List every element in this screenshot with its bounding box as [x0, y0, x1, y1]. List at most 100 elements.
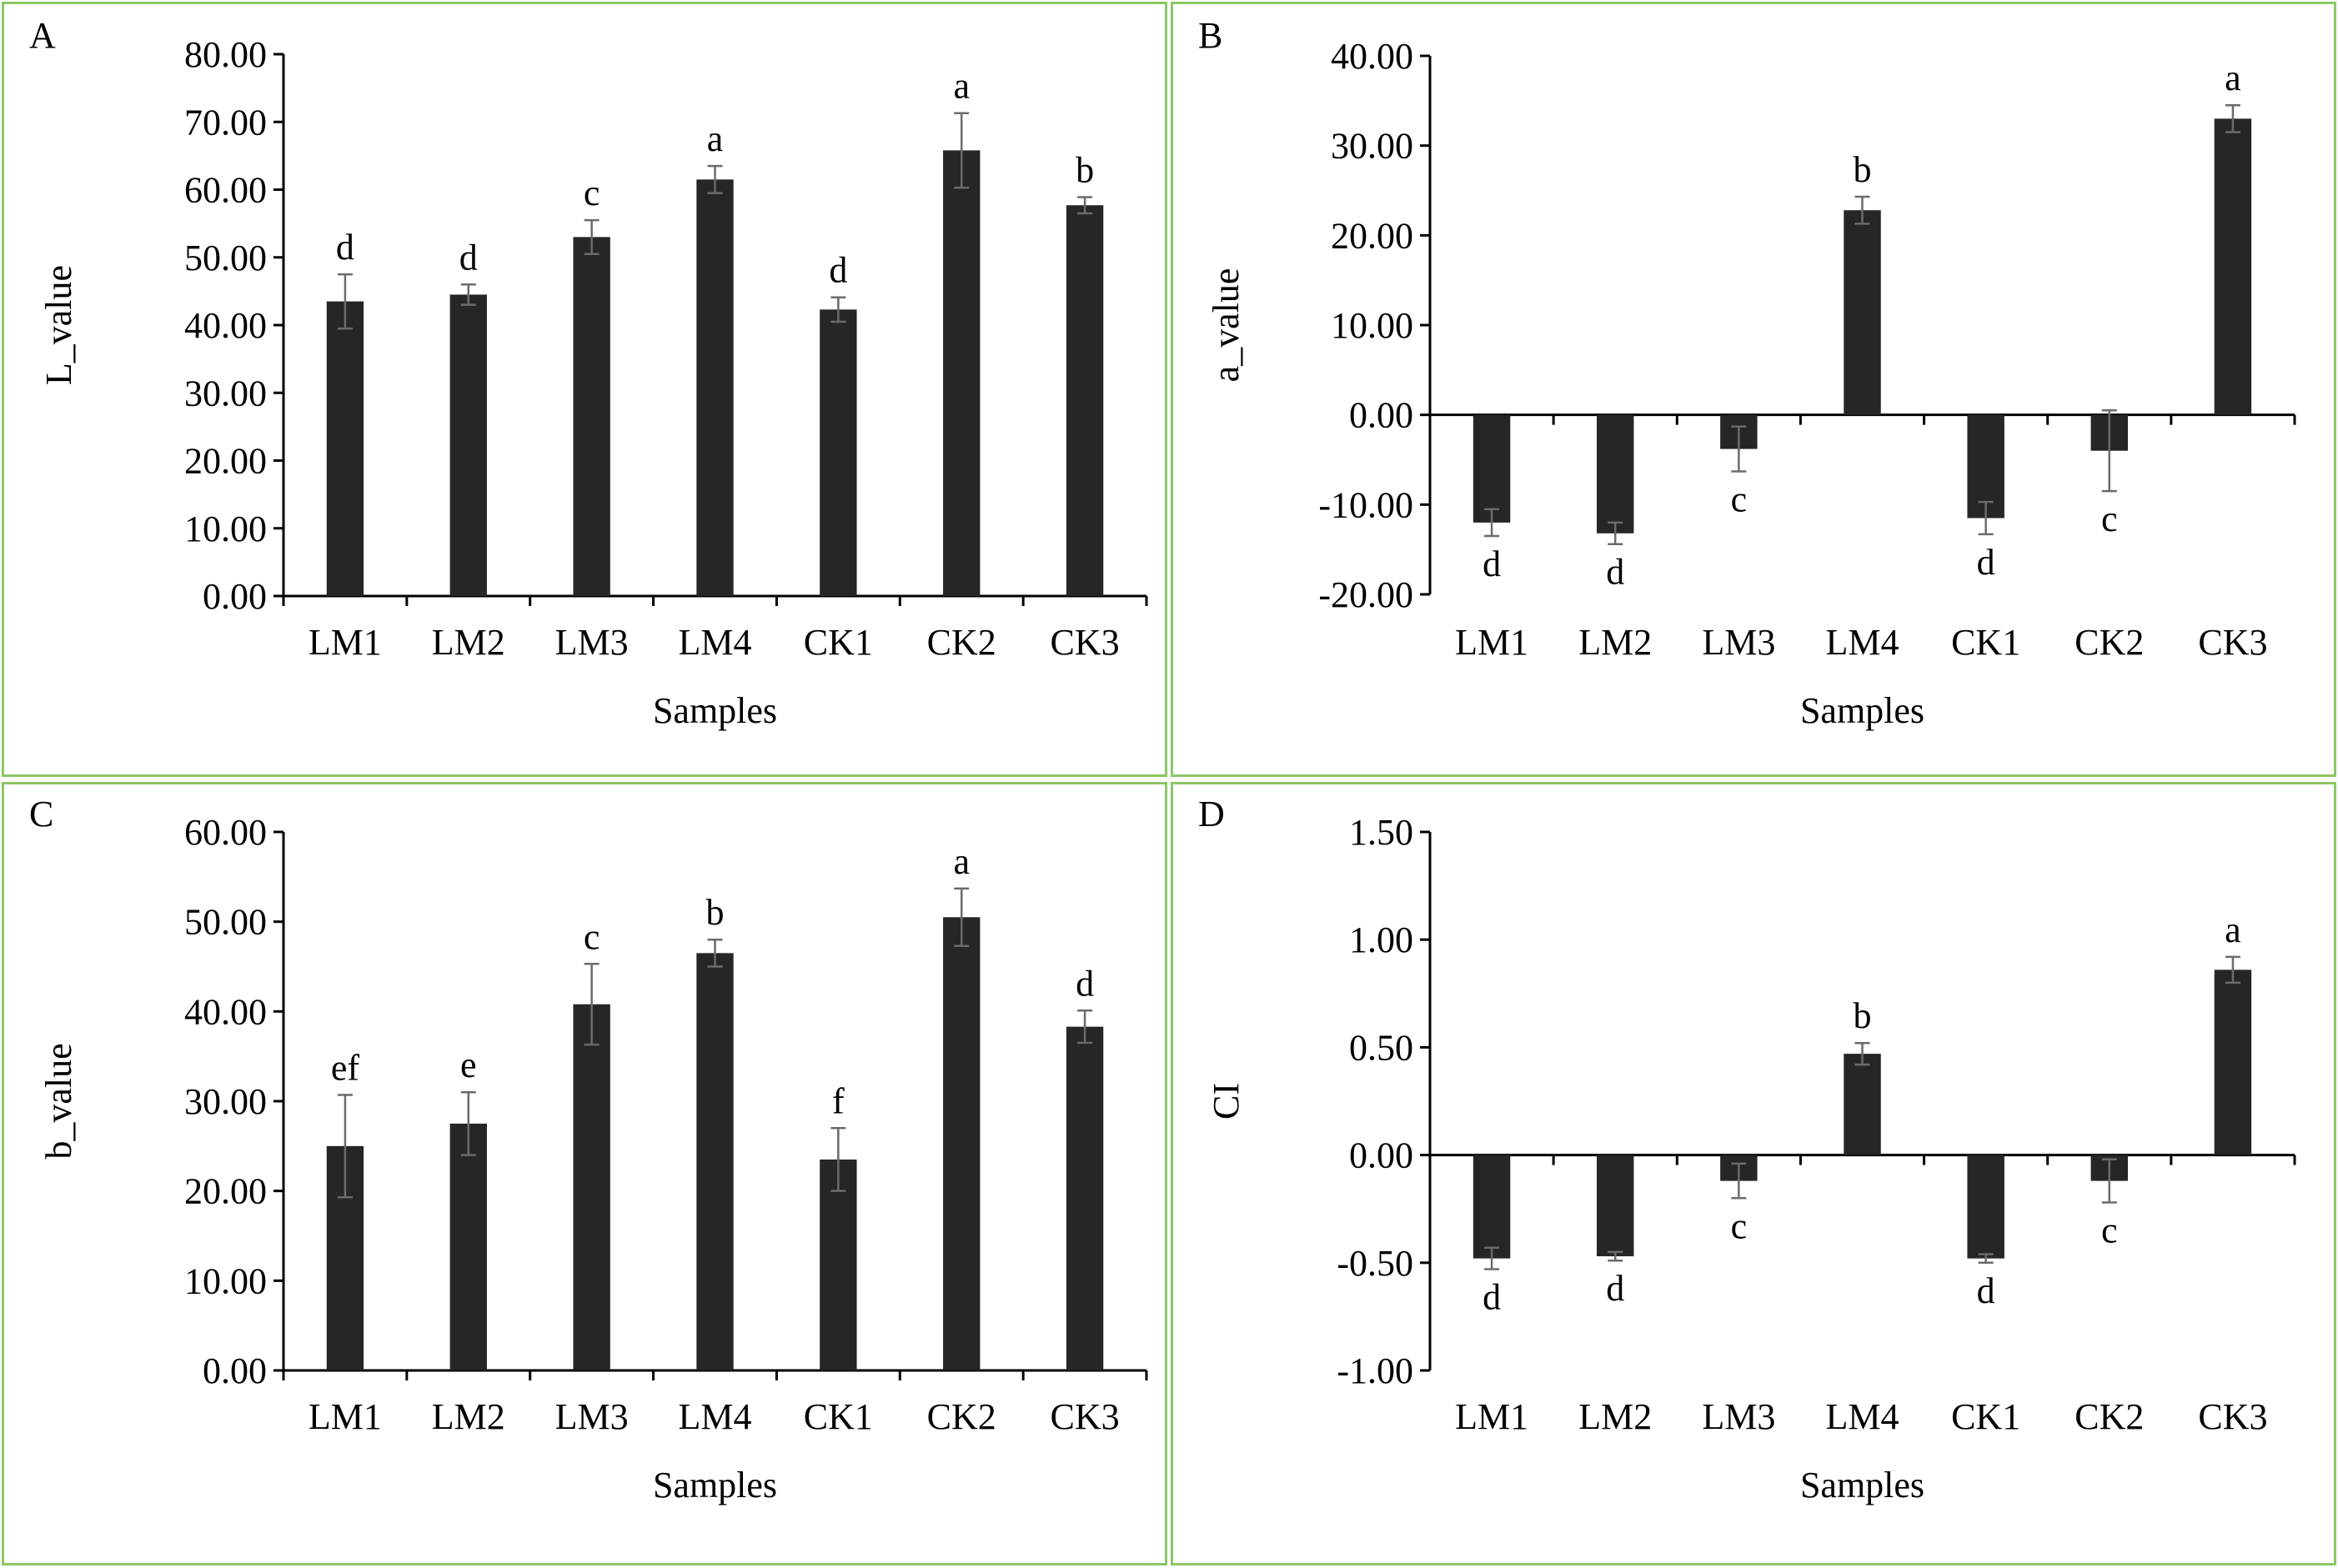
bar-ck2	[943, 917, 981, 1370]
y-axis-title: CI	[1206, 1083, 1247, 1120]
bar-lm4	[696, 179, 734, 596]
x-axis-title: Samples	[1800, 1465, 1924, 1505]
significance-letter: a	[707, 118, 724, 159]
bar-lm3	[573, 237, 610, 596]
bar-lm1	[1473, 1155, 1511, 1259]
bar-lm2	[1596, 414, 1634, 534]
x-tick-label: CK3	[2198, 1396, 2267, 1437]
x-tick-label: LM4	[679, 1396, 752, 1437]
significance-letter: d	[1606, 552, 1624, 593]
y-tick-label: 60.00	[184, 170, 267, 211]
bar-ck3	[2214, 118, 2252, 415]
x-tick-label: CK1	[1951, 622, 2020, 663]
y-tick-label: -0.50	[1337, 1243, 1413, 1284]
significance-letter: d	[829, 250, 847, 291]
chart-panel-a: A 0.00 10.00 20.00 30.00 40.00 50.00 60.00 70.00…	[2, 2, 1167, 777]
x-tick-label: CK2	[927, 622, 996, 663]
bar-ck1	[820, 309, 857, 596]
x-tick-label: LM3	[1702, 1396, 1775, 1437]
y-axis-title: L_value	[38, 265, 79, 385]
x-tick-label: LM2	[432, 1396, 505, 1437]
y-tick-label: 0.00	[203, 576, 267, 617]
y-tick-label: 80.00	[184, 34, 267, 75]
y-tick-label: 20.00	[184, 1171, 267, 1212]
x-tick-label: CK2	[927, 1396, 996, 1437]
y-axis-title: a_value	[1206, 268, 1247, 383]
y-tick-label: 60.00	[184, 812, 267, 853]
significance-letter: c	[2101, 1210, 2118, 1250]
significance-letter: c	[1731, 478, 1748, 519]
bar-lm4	[1844, 1054, 1881, 1155]
significance-letter: a	[953, 66, 970, 107]
bar-ck2	[943, 150, 981, 596]
chart-panel-d: D -1.00 -0.50 0.00 0.50 1.00 1.50 d LM1 d LM2 c LM3 b…	[1171, 782, 2336, 1565]
significance-letter: b	[1076, 149, 1094, 190]
significance-letter: b	[1854, 995, 1872, 1036]
x-tick-label: LM3	[1702, 622, 1775, 663]
x-tick-label: LM2	[1578, 622, 1652, 663]
significance-letter: a	[2225, 58, 2241, 98]
significance-letter: d	[1606, 1268, 1624, 1309]
x-tick-label: CK3	[1051, 1396, 1120, 1437]
significance-letter: d	[336, 227, 354, 268]
significance-letter: a	[2225, 909, 2241, 950]
y-tick-label: 20.00	[1331, 215, 1413, 256]
y-tick-label: 50.00	[184, 238, 267, 278]
bar-ck1	[1967, 1155, 2004, 1259]
x-tick-label: LM3	[555, 1396, 629, 1437]
y-tick-label: 0.00	[203, 1350, 267, 1391]
x-axis-title: Samples	[653, 690, 777, 731]
y-tick-label: 10.00	[184, 508, 267, 549]
bar-lm2	[449, 1123, 487, 1370]
significance-letter: a	[953, 841, 970, 882]
bar-ck1	[1967, 414, 2004, 518]
chart-c-svg: C0.0010.0020.0030.0040.0050.0060.00efLM1…	[29, 794, 1148, 1505]
x-tick-label: CK2	[2075, 622, 2144, 663]
significance-letter: e	[460, 1044, 477, 1085]
x-tick-label: CK1	[1951, 1396, 2020, 1437]
significance-letter: d	[1076, 963, 1094, 1004]
panel-label: D	[1198, 794, 1225, 834]
y-tick-label: 30.00	[1331, 126, 1413, 167]
y-tick-label: 40.00	[184, 991, 267, 1032]
significance-letter: f	[832, 1080, 845, 1121]
y-tick-label: 1.00	[1349, 919, 1413, 960]
x-tick-label: LM4	[679, 622, 752, 663]
bar-lm2	[449, 294, 487, 596]
y-tick-label: -20.00	[1318, 574, 1413, 615]
bar-lm1	[326, 301, 364, 596]
y-tick-label: -1.00	[1337, 1350, 1413, 1391]
y-tick-label: 70.00	[184, 102, 267, 143]
significance-letter: c	[584, 916, 600, 957]
significance-letter: d	[1483, 1277, 1501, 1318]
x-tick-label: LM2	[432, 622, 505, 663]
significance-letter: b	[1854, 149, 1872, 190]
bar-lm3	[573, 1004, 610, 1370]
y-tick-label: 1.50	[1349, 812, 1413, 853]
significance-letter: c	[1731, 1205, 1748, 1246]
significance-letter: d	[459, 237, 478, 278]
bar-ck3	[2214, 969, 2252, 1155]
chart-panel-b: B -20.00 -10.00 0.00 10.00 20.00 30.00 40.00 d LM…	[1171, 2, 2336, 777]
x-tick-label: LM1	[1455, 622, 1528, 663]
bar-ck1	[820, 1159, 857, 1370]
x-tick-label: LM4	[1826, 622, 1899, 663]
x-tick-label: LM1	[309, 1396, 382, 1437]
significance-letter: d	[1483, 544, 1501, 584]
chart-b-svg: B -20.00 -10.00 0.00 10.00 20.00 30.00 40.00 d LM…	[1198, 15, 2296, 731]
y-tick-label: 20.00	[184, 441, 267, 482]
bar-ck3	[1066, 1026, 1104, 1370]
y-tick-label: 40.00	[184, 305, 267, 346]
significance-letter: d	[1977, 1270, 1995, 1311]
y-tick-label: 50.00	[184, 902, 267, 943]
x-tick-label: LM3	[555, 622, 629, 663]
y-axis-title: b_value	[38, 1043, 79, 1159]
chart-d-svg: D -1.00 -0.50 0.00 0.50 1.00 1.50 d LM1 d LM2 c LM3 b…	[1198, 794, 2296, 1505]
x-tick-label: LM1	[1455, 1396, 1528, 1437]
y-tick-label: 0.50	[1349, 1027, 1413, 1068]
panel-label: C	[29, 794, 53, 834]
y-tick-label: 0.00	[1349, 1135, 1413, 1176]
x-axis-title: Samples	[1800, 690, 1924, 731]
panel-label: A	[29, 15, 56, 56]
x-tick-label: CK1	[804, 1396, 873, 1437]
